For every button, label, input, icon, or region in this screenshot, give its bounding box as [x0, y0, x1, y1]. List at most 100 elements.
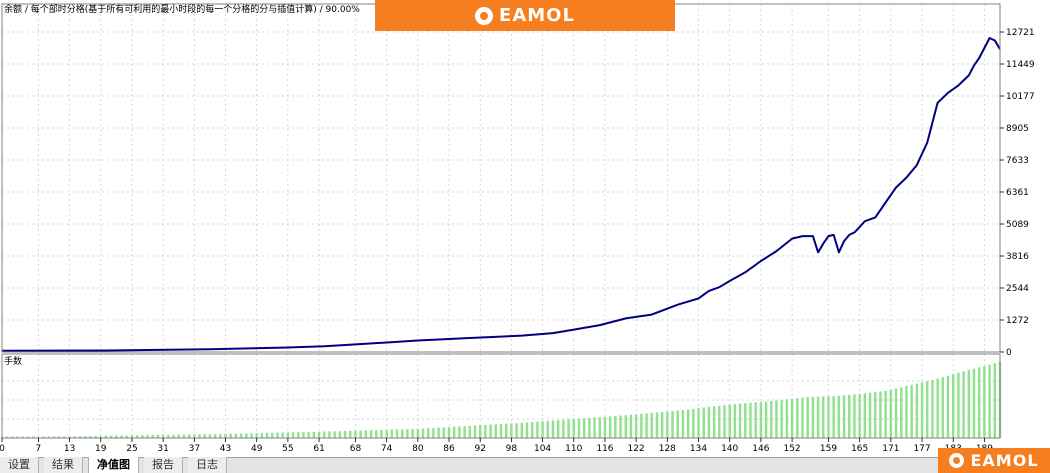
lots-bar [317, 431, 321, 438]
lots-bar [463, 426, 466, 438]
lots-bar [619, 415, 622, 438]
x-tick-label: 92 [474, 444, 485, 454]
lots-bar [104, 435, 108, 438]
lots-bar [78, 436, 82, 438]
lots-bar [167, 434, 170, 438]
lots-bar [37, 436, 40, 438]
lots-bar [203, 434, 206, 438]
lots-bar [790, 398, 794, 438]
lots-bar [156, 434, 160, 438]
lots-bar [187, 434, 191, 438]
lots-bar [364, 430, 368, 438]
lots-bar [468, 425, 472, 438]
lots-bar [858, 393, 861, 438]
lots-bar [962, 371, 965, 438]
lots-bar [297, 432, 300, 438]
lots-bar [281, 432, 284, 438]
lots-bar [785, 399, 789, 438]
lots-bar [99, 435, 102, 438]
brand-banner: EAMOL [375, 0, 675, 31]
lots-bar [884, 390, 887, 438]
lots-bar [749, 402, 752, 438]
lots-bar [946, 375, 950, 438]
lots-bar [250, 433, 253, 438]
lots-bar [645, 413, 648, 438]
lots-bar [640, 413, 643, 438]
tab-report[interactable]: 报告 [144, 457, 183, 473]
y-tick-label: 10177 [1006, 92, 1035, 102]
lots-bar [811, 396, 815, 438]
lots-bar [21, 436, 24, 438]
lots-bar [193, 434, 196, 438]
main-plot-border [1, 3, 1001, 353]
lots-bar [837, 395, 841, 438]
lots-bar [42, 436, 45, 438]
lots-bar [130, 435, 134, 438]
main-grid [1, 4, 1000, 353]
x-tick-label: 25 [126, 444, 137, 454]
lots-bar [681, 410, 685, 438]
lots-bar [941, 377, 945, 438]
lots-bar [271, 432, 274, 438]
eamol-logo-icon [949, 453, 965, 468]
lots-bar [208, 434, 212, 438]
lots-bar [686, 409, 690, 438]
tab-results[interactable]: 结果 [44, 457, 83, 473]
lots-bar [889, 389, 893, 438]
lots-bar [141, 435, 144, 438]
lots-bar [832, 396, 835, 438]
chart-caption: 余额 / 每个部时分格(基于所有可利用的最小时段的每一个分格的分与插值计算) /… [4, 3, 360, 15]
lots-bar [848, 394, 851, 438]
lots-bar [676, 410, 679, 438]
lots-bar [842, 395, 846, 438]
lots-bar [879, 391, 882, 438]
lots-bar [671, 411, 674, 438]
tab-settings[interactable]: 设置 [0, 457, 39, 473]
lots-bar [442, 427, 446, 438]
lots-bar [343, 431, 347, 438]
lots-bar [359, 430, 362, 438]
lots-label: 手数 [4, 355, 22, 367]
lots-bar [224, 433, 227, 438]
lots-bar [68, 436, 71, 438]
lots-bars [0, 362, 1002, 438]
lots-bar [385, 429, 388, 438]
lots-bar [536, 421, 539, 438]
x-axis: 0 7 13 19 25 31 37 43 49 55 61 68 74 80 86 92 98 104 110 11… [0, 438, 993, 454]
lots-bar [5, 436, 9, 438]
x-tick-label: 0 [0, 444, 5, 454]
x-tick-label: 140 [721, 444, 738, 454]
lots-bar [967, 369, 971, 438]
tab-journal[interactable]: 日志 [188, 457, 227, 473]
lots-bar [473, 425, 477, 438]
lots-bar [172, 434, 175, 438]
lots-bar [733, 404, 737, 438]
y-tick-label: 8905 [1006, 124, 1029, 134]
lots-bar [978, 367, 981, 438]
x-tick-label: 98 [506, 444, 518, 454]
lots-bar [369, 430, 373, 438]
lots-bar [775, 400, 778, 438]
lots-bar [416, 428, 420, 438]
lots-bar [801, 397, 804, 438]
y-tick-label: 2544 [1006, 284, 1029, 294]
lots-bar [499, 424, 503, 438]
lots-bar [115, 435, 118, 438]
lots-bar [177, 434, 180, 438]
tab-equity-chart[interactable]: 净值图 [88, 457, 139, 473]
brand-logo-text-bottom: EAMOL [970, 451, 1039, 470]
lots-bar [380, 429, 383, 438]
lots-bar [504, 423, 508, 438]
lots-bar [738, 403, 742, 438]
lots-bar [588, 417, 591, 438]
lots-bar [868, 392, 872, 438]
y-tick-label: 12721 [1006, 28, 1035, 38]
x-tick-label: 116 [596, 444, 613, 454]
lots-bar [489, 424, 492, 438]
lots-bar [582, 418, 586, 438]
lots-bar [151, 435, 154, 438]
lots-bar [312, 431, 316, 438]
lots-bar [650, 412, 653, 438]
lots-bar [806, 396, 809, 438]
